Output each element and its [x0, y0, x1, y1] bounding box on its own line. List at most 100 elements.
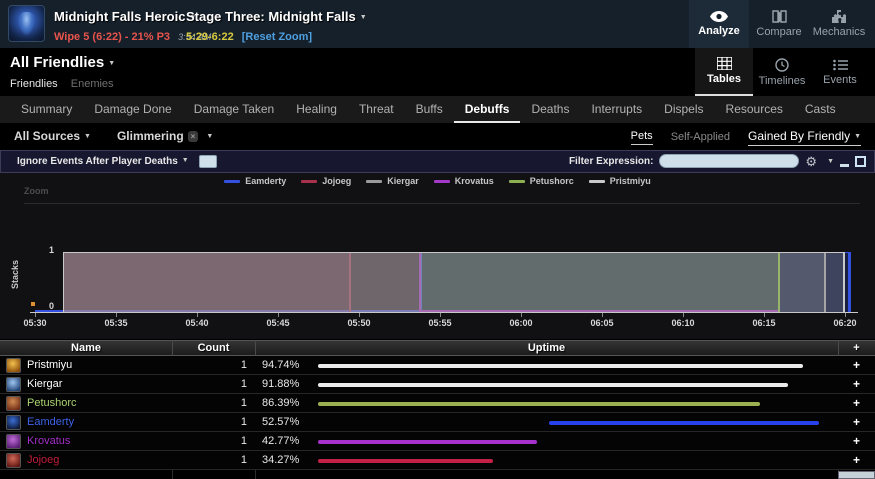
pull-time: 3:54 AM — [178, 32, 212, 42]
list-icon — [832, 59, 848, 71]
legend-label: Petushorc — [529, 176, 574, 186]
tab-healing[interactable]: Healing — [296, 102, 337, 116]
reset-zoom-link[interactable]: [Reset Zoom] — [241, 31, 313, 43]
minimize-icon[interactable] — [840, 163, 849, 167]
sub-header-bar: All Friendlies ▼ Friendlies Enemies Table… — [0, 48, 875, 96]
legend-item-petushorc[interactable]: Petushorc — [508, 176, 574, 186]
expand-row-button[interactable]: + — [852, 377, 860, 391]
legend-item-kiergar[interactable]: Kiergar — [366, 176, 419, 186]
compare-icon — [771, 10, 787, 23]
uptime-bar-zone — [318, 383, 830, 387]
x-tick-mark — [521, 313, 522, 317]
player-name-link[interactable]: Kiergar — [27, 378, 63, 390]
tab-dispels[interactable]: Dispels — [664, 102, 704, 116]
legend-label: Jojoeg — [322, 176, 352, 186]
chart-toolbar: Ignore Events After Player Deaths ▼ Filte… — [0, 150, 875, 173]
tab-resources[interactable]: Resources — [725, 102, 783, 116]
expand-row-button[interactable]: + — [852, 434, 860, 448]
boss-encounter-icon[interactable] — [8, 5, 45, 42]
legend-swatch — [508, 179, 525, 183]
count-value: 1 — [240, 454, 247, 466]
expand-row-button[interactable]: + — [852, 396, 860, 410]
table-row[interactable]: Pristmiyu 1 94.74% + — [0, 356, 875, 375]
source-selector-dropdown[interactable]: All Friendlies ▼ — [10, 54, 115, 72]
view-tables[interactable]: Tables — [695, 48, 753, 96]
tab-interrupts[interactable]: Interrupts — [591, 102, 643, 116]
uptime-bar — [318, 459, 494, 463]
ignore-deaths-checkbox[interactable] — [198, 155, 217, 168]
all-sources-dropdown[interactable]: All Sources ▼ — [14, 129, 91, 143]
view-events[interactable]: Events — [811, 48, 869, 96]
player-name-link[interactable]: Pristmiyu — [27, 359, 73, 371]
friendlies-link[interactable]: Friendlies — [10, 78, 58, 90]
col-name[interactable]: Name — [71, 342, 101, 354]
table-row[interactable]: Petushorc 1 86.39% + — [0, 394, 875, 413]
self-applied-toggle[interactable]: Self-Applied — [670, 130, 731, 143]
zoom-label: Zoom — [24, 186, 49, 196]
pull-label[interactable]: Wipe 5 (6:22) - 21% P3 — [54, 31, 171, 43]
puzzle-icon — [832, 10, 846, 23]
plot-area[interactable]: 05:30 05:35 05:40 05:45 05:50 05:55 06:00 06:05… — [0, 173, 875, 339]
player-name-link[interactable]: Eamderty — [27, 416, 75, 428]
legend-item-krovatus[interactable]: Krovatus — [433, 176, 494, 186]
legend-item-jojoeg[interactable]: Jojoeg — [301, 176, 351, 186]
table-row[interactable]: Kiergar 1 91.88% + — [0, 375, 875, 394]
expand-row-button[interactable]: + — [852, 415, 860, 429]
gear-icon[interactable]: ⚙ — [805, 153, 818, 169]
legend-item-eamderty[interactable]: Eamderty — [224, 176, 286, 186]
ability-filter-chip[interactable]: Glimmering × ▼ — [116, 129, 214, 143]
horizontal-scrollbar[interactable] — [838, 471, 875, 479]
class-spec-icon — [6, 358, 21, 373]
tab-debuffs[interactable]: Debuffs — [453, 96, 521, 123]
view-timelines[interactable]: Timelines — [753, 48, 811, 96]
enemies-link[interactable]: Enemies — [70, 78, 114, 90]
tab-deaths[interactable]: Deaths — [531, 102, 570, 116]
table-row[interactable]: Jojoeg 1 34.27% + — [0, 451, 875, 470]
tab-damage-done[interactable]: Damage Done — [94, 102, 172, 116]
tab-casts[interactable]: Casts — [804, 102, 836, 116]
nav-analyze[interactable]: Analyze — [689, 0, 749, 48]
tab-summary[interactable]: Summary — [21, 102, 73, 116]
expand-row-button[interactable]: + — [852, 453, 860, 467]
nav-compare[interactable]: Compare — [749, 0, 809, 48]
player-name-link[interactable]: Krovatus — [27, 435, 71, 447]
player-name-link[interactable]: Petushorc — [27, 397, 77, 409]
x-tick-mark — [602, 313, 603, 317]
maximize-icon[interactable] — [855, 155, 866, 167]
col-expand[interactable]: + — [853, 342, 860, 354]
uptime-bar-zone — [318, 421, 830, 425]
player-name-link[interactable]: Jojoeg — [27, 454, 60, 466]
table-row[interactable]: Krovatus 1 42.77% + — [0, 432, 875, 451]
chevron-down-icon[interactable]: ▼ — [827, 157, 834, 165]
zoom-slider-track[interactable] — [24, 203, 860, 204]
expand-row-button[interactable]: + — [852, 358, 860, 372]
x-tick-mark — [845, 313, 846, 317]
chevron-down-icon: ▼ — [108, 60, 116, 67]
gained-by-dropdown[interactable]: Gained By Friendly ▼ — [748, 129, 861, 146]
close-icon[interactable]: × — [187, 131, 199, 142]
col-uptime[interactable]: Uptime — [527, 342, 566, 354]
y-tick-1: 1 — [48, 245, 54, 255]
legend-swatch — [433, 179, 450, 183]
pets-toggle[interactable]: Pets — [630, 130, 653, 145]
legend-label: Krovatus — [454, 176, 494, 186]
boss-name-dropdown[interactable]: Midnight Falls Heroic ▼ — [54, 8, 211, 26]
legend-label: Kiergar — [387, 176, 419, 186]
uptime-bar — [318, 402, 761, 406]
ignore-deaths-dropdown[interactable]: Ignore Events After Player Deaths ▼ — [17, 156, 189, 167]
stage-dropdown[interactable]: Stage Three: Midnight Falls ▼ — [186, 8, 367, 26]
legend-label: Eamderty — [245, 176, 287, 186]
count-value: 1 — [240, 359, 247, 371]
tab-damage-taken[interactable]: Damage Taken — [193, 102, 275, 116]
legend-item-pristmiyu[interactable]: Pristmiyu — [588, 176, 651, 186]
uptime-bar — [549, 421, 819, 425]
chevron-down-icon: ▼ — [206, 133, 214, 140]
uptime-bar — [318, 364, 804, 368]
legend-swatch — [588, 179, 605, 183]
filter-expression-input[interactable] — [659, 154, 800, 168]
tab-threat[interactable]: Threat — [358, 102, 394, 116]
tab-buffs[interactable]: Buffs — [415, 102, 443, 116]
col-count[interactable]: Count — [197, 342, 230, 354]
nav-mechanics[interactable]: Mechanics — [809, 0, 869, 48]
table-row[interactable]: Eamderty 1 52.57% + — [0, 413, 875, 432]
